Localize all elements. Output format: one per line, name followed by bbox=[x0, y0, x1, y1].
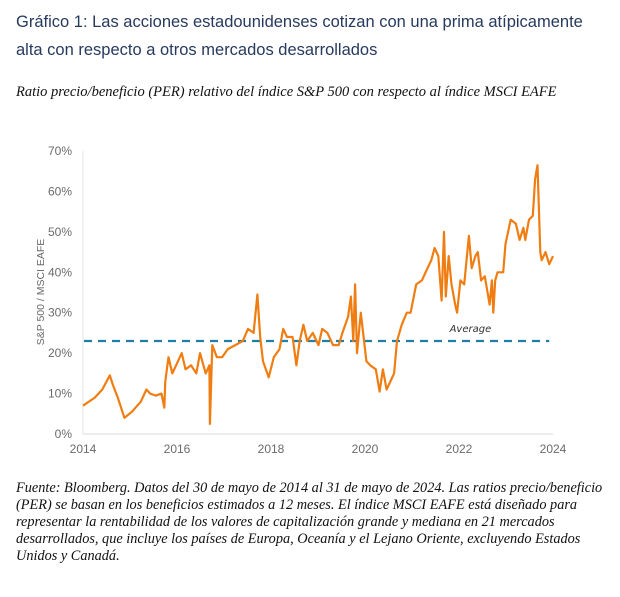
x-tick-label: 2014 bbox=[70, 442, 97, 456]
y-axis-label: S&P 500 / MSCI EAFE bbox=[35, 239, 47, 346]
y-tick-label: 30% bbox=[48, 306, 72, 320]
chart-subtitle: Ratio precio/beneficio (PER) relativo de… bbox=[16, 84, 557, 100]
y-tick-label: 0% bbox=[55, 427, 73, 441]
series-line bbox=[82, 164, 554, 425]
line-chart: S&P 500 / MSCI EAFE 0% 10% 20% 30% 40% 50% 60%… bbox=[35, 144, 567, 456]
chart-title: Gráfico 1: Las acciones estadounidenses … bbox=[16, 13, 583, 59]
x-tick-label: 2020 bbox=[352, 442, 379, 456]
x-tick-label: 2018 bbox=[258, 442, 285, 456]
x-tick-label: 2016 bbox=[164, 442, 191, 456]
y-tick-label: 70% bbox=[48, 144, 72, 158]
source-note: Fuente: Bloomberg. Datos del 30 de mayo … bbox=[16, 480, 603, 564]
x-tick-label: 2022 bbox=[446, 442, 473, 456]
y-tick-label: 40% bbox=[48, 265, 72, 279]
y-tick-label: 50% bbox=[48, 225, 72, 239]
y-tick-label: 20% bbox=[48, 346, 72, 360]
y-tick-label: 10% bbox=[48, 387, 72, 401]
x-tick-label: 2024 bbox=[540, 442, 567, 456]
y-tick-label: 60% bbox=[48, 184, 72, 198]
average-label: Average bbox=[449, 324, 492, 335]
